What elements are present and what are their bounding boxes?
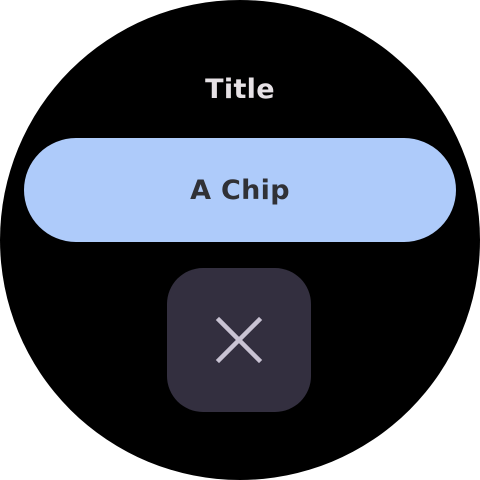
chip-button[interactable]: A Chip — [24, 138, 456, 242]
chip-label: A Chip — [190, 174, 290, 206]
close-button[interactable] — [167, 268, 311, 412]
screen-title: Title — [205, 74, 275, 105]
close-icon — [215, 316, 263, 364]
